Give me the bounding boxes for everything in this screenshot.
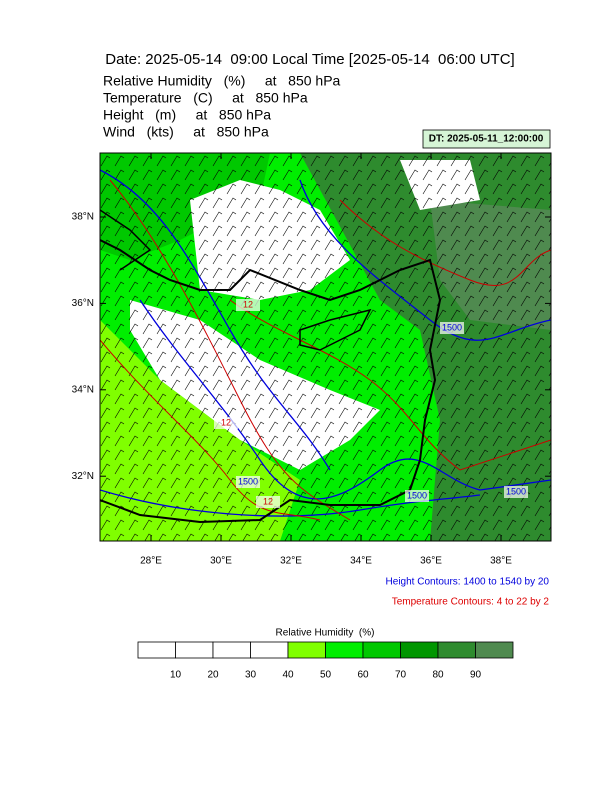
contour-label: 12 <box>243 299 253 309</box>
temperature-note: Temperature Contours: 4 to 22 by 2 <box>392 597 550 608</box>
colorbar-swatch <box>250 641 289 659</box>
contour-label-box <box>236 476 260 488</box>
contour-label-box <box>214 417 238 429</box>
field-line: Temperature (C) at 850 hPa <box>103 90 308 106</box>
dt-label: DT: 2025-05-11_12:00:00 <box>429 134 544 145</box>
colorbar-tick-label: 60 <box>357 670 369 681</box>
colorbar-swatch <box>175 641 214 659</box>
contour-label-box <box>236 299 260 311</box>
map-labels: 28°E 30°E 32°E 34°E 36°E 38°E 38°N 36°N 34°N 32°N… <box>72 153 551 567</box>
colorbar-swatch <box>437 641 476 659</box>
x-tick-label: 36°E <box>420 556 442 567</box>
contour-label: 12 <box>221 417 231 427</box>
colorbar-tick-label: 20 <box>207 670 219 681</box>
x-tick-label: 34°E <box>350 556 372 567</box>
dt-box <box>422 129 551 149</box>
field-line: Height (m) at 850 hPa <box>103 107 271 123</box>
y-tick-label: 36°N <box>72 298 94 309</box>
map-field <box>100 153 551 541</box>
map-frame <box>99 152 552 542</box>
colorbar-swatch <box>137 641 176 659</box>
x-tick-label: 28°E <box>140 556 162 567</box>
contour-label-box <box>440 322 464 334</box>
title: Date: 2025-05-14 09:00 Local Time [2025-… <box>105 51 514 68</box>
height-note: Height Contours: 1400 to 1540 by 20 <box>386 577 550 588</box>
contour-label: 1500 <box>238 476 258 486</box>
y-tick-label: 38°N <box>72 212 94 223</box>
colorbar: 10 20 30 40 50 60 70 80 90 <box>137 641 514 681</box>
contour-label: 1500 <box>407 490 427 500</box>
colorbar-tick-label: 50 <box>320 670 332 681</box>
colorbar-tick-label: 40 <box>282 670 294 681</box>
x-tick-label: 30°E <box>210 556 232 567</box>
field-line: Wind (kts) at 850 hPa <box>103 124 269 140</box>
colorbar-tick-label: 70 <box>395 670 407 681</box>
colorbar-tick-label: 30 <box>245 670 257 681</box>
y-tick-label: 32°N <box>72 471 94 482</box>
colorbar-swatch <box>475 641 514 659</box>
x-tick-label: 32°E <box>280 556 302 567</box>
contour-label: 1500 <box>442 322 462 332</box>
field-line: Relative Humidity (%) at 850 hPa <box>103 73 341 89</box>
contour-label-box <box>504 486 528 498</box>
y-tick-label: 34°N <box>72 384 94 395</box>
colorbar-title: Relative Humidity (%) <box>276 628 375 639</box>
x-tick-label: 38°E <box>490 556 512 567</box>
colorbar-swatch <box>362 641 401 659</box>
contour-label: 1500 <box>506 486 526 496</box>
colorbar-tick-label: 10 <box>170 670 182 681</box>
contour-label: 12 <box>263 496 273 506</box>
contour-label-box <box>256 496 280 508</box>
colorbar-swatch <box>212 641 251 659</box>
colorbar-tick-label: 90 <box>470 670 482 681</box>
contour-label-box <box>405 490 429 502</box>
colorbar-swatch <box>287 641 326 659</box>
colorbar-swatch <box>325 641 364 659</box>
colorbar-swatch <box>400 641 439 659</box>
colorbar-tick-label: 80 <box>432 670 444 681</box>
